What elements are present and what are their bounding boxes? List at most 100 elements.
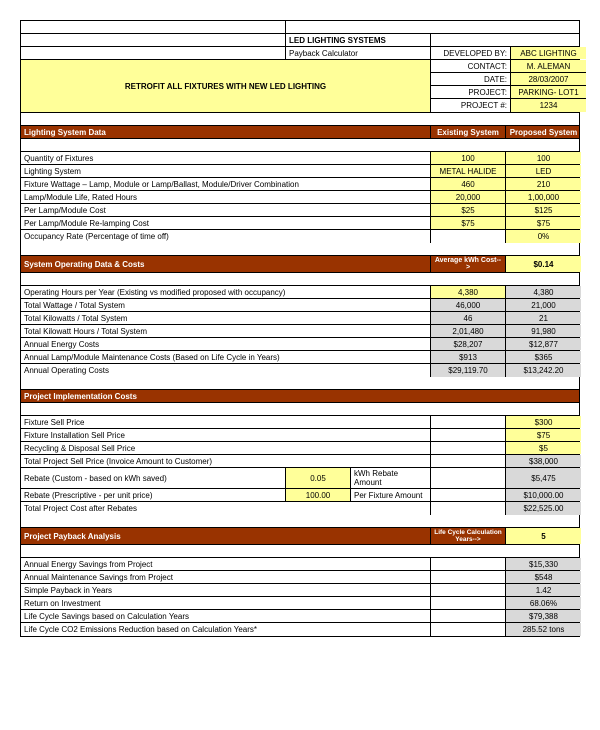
row-val1: [431, 230, 506, 243]
row-label: Annual Operating Costs: [21, 364, 431, 377]
data-row: Total Project Cost after Rebates$22,525.…: [21, 502, 579, 515]
data-row: Occupancy Rate (Percentage of time off) 0…: [21, 230, 579, 243]
header-row-title: LED LIGHTING SYSTEMS: [21, 34, 579, 47]
row-val2: 21,000: [506, 299, 581, 311]
project-label: PROJECT:: [431, 86, 511, 98]
data-row: Lamp/Module Life, Rated Hours20,0001,00,…: [21, 191, 579, 204]
row-midlabel: kWh Rebate Amount: [351, 468, 431, 488]
row-val2: $15,330: [506, 558, 581, 570]
row-val2: $5,475: [506, 468, 581, 488]
row-val2[interactable]: $75: [506, 429, 581, 441]
gap: [21, 545, 579, 558]
data-row: Per Lamp/Module Cost$25$125: [21, 204, 579, 217]
data-row: Annual Operating Costs$29,119.70$13,242.…: [21, 364, 579, 377]
section4-title: Project Payback Analysis: [21, 528, 431, 544]
data-row: Total Kilowatts / Total System4621: [21, 312, 579, 325]
row-val2[interactable]: 210: [506, 178, 581, 190]
data-row: Fixture Sell Price $300: [21, 416, 579, 429]
gap: [21, 515, 579, 528]
date-val[interactable]: 28/03/2007: [511, 73, 586, 85]
row-val2[interactable]: 100: [506, 152, 581, 164]
data-row: Annual Maintenance Savings from Project$…: [21, 571, 579, 584]
section1-col2: Proposed System: [506, 126, 581, 138]
row-val1[interactable]: $25: [431, 204, 506, 216]
row-val2[interactable]: 1,00,000: [506, 191, 581, 203]
section4-col1: Life Cycle Calculation Years-->: [431, 528, 506, 544]
row-label: Return on Investment: [21, 597, 431, 609]
row-label: Total Kilowatts / Total System: [21, 312, 431, 324]
data-row: Operating Hours per Year (Existing vs mo…: [21, 286, 579, 299]
row-val2[interactable]: 0%: [506, 230, 581, 243]
gap: [21, 273, 579, 286]
data-row: Rebate (Custom - based on kWh saved)0.05…: [21, 468, 579, 489]
row-label: Total Wattage / Total System: [21, 299, 431, 311]
row-val2: $38,000: [506, 455, 581, 467]
row-mid[interactable]: 0.05: [286, 468, 351, 488]
row-label: Rebate (Custom - based on kWh saved): [21, 468, 286, 488]
row-val2: $79,388: [506, 610, 581, 622]
data-row: Per Lamp/Module Re-lamping Cost$75$75: [21, 217, 579, 230]
row-val2: $12,877: [506, 338, 581, 350]
banner: RETROFIT ALL FIXTURES WITH NEW LED LIGHT…: [21, 60, 431, 112]
section2-col2[interactable]: $0.14: [506, 256, 581, 272]
dev-label: DEVELOPED BY:: [431, 47, 511, 59]
row-val2: 21: [506, 312, 581, 324]
section2-title: System Operating Data & Costs: [21, 256, 431, 272]
data-row: Life Cycle CO2 Emissions Reduction based…: [21, 623, 579, 636]
row-val1[interactable]: $75: [431, 217, 506, 229]
section3-header: Project Implementation Costs: [21, 390, 579, 403]
row-val2[interactable]: $75: [506, 217, 581, 229]
subtitle: Payback Calculator: [286, 47, 431, 59]
section4-col2[interactable]: 5: [506, 528, 581, 544]
data-row: Life Cycle Savings based on Calculation …: [21, 610, 579, 623]
gap: [21, 377, 579, 390]
row-val2: $13,242.20: [506, 364, 581, 377]
data-row: Recycling & Disposal Sell Price$5: [21, 442, 579, 455]
row-val2[interactable]: LED: [506, 165, 581, 177]
row-label: Quantity of Fixtures: [21, 152, 431, 164]
projectnum-val[interactable]: 1234: [511, 99, 586, 112]
data-row: Total Kilowatt Hours / Total System2,01,…: [21, 325, 579, 338]
data-row: Quantity of Fixtures100100: [21, 152, 579, 165]
row-label: Operating Hours per Year (Existing vs mo…: [21, 286, 431, 298]
row-label: Annual Energy Costs: [21, 338, 431, 350]
row-val1[interactable]: METAL HALIDE: [431, 165, 506, 177]
row-val2: 68.06%: [506, 597, 581, 609]
spreadsheet: LED LIGHTING SYSTEMS Payback Calculator …: [20, 20, 580, 637]
row-label: Total Project Cost after Rebates: [21, 502, 431, 515]
project-val[interactable]: PARKING- LOT1: [511, 86, 586, 98]
contact-label: CONTACT:: [431, 60, 511, 72]
row-val1: 46,000: [431, 299, 506, 311]
row-label: Total Project Sell Price (Invoice Amount…: [21, 455, 431, 467]
row-val2: 285.52 tons: [506, 623, 581, 636]
row-val2[interactable]: $125: [506, 204, 581, 216]
data-row: Simple Payback in Years1.42: [21, 584, 579, 597]
data-row: Fixture Wattage – Lamp, Module or Lamp/B…: [21, 178, 579, 191]
dev-val[interactable]: ABC LIGHTING: [511, 47, 586, 59]
contact-val[interactable]: M. ALEMAN: [511, 60, 586, 72]
data-row: Annual Lamp/Module Maintenance Costs (Ba…: [21, 351, 579, 364]
row-label: Annual Lamp/Module Maintenance Costs (Ba…: [21, 351, 431, 363]
row-val2: 4,380: [506, 286, 581, 298]
data-row: Annual Energy Costs$28,207$12,877: [21, 338, 579, 351]
data-row: Annual Energy Savings from Project$15,33…: [21, 558, 579, 571]
row-mid[interactable]: 100.00: [286, 489, 351, 501]
row-val1[interactable]: 460: [431, 178, 506, 190]
row-val2[interactable]: $5: [506, 442, 581, 454]
data-row: Total Wattage / Total System46,00021,000: [21, 299, 579, 312]
row-label: Occupancy Rate (Percentage of time off): [21, 230, 431, 243]
row-val2: 91,980: [506, 325, 581, 337]
section2-header: System Operating Data & Costs Average kW…: [21, 256, 579, 273]
row-val2[interactable]: $300: [506, 416, 581, 428]
row-label: Total Kilowatt Hours / Total System: [21, 325, 431, 337]
section1-title: Lighting System Data: [21, 126, 431, 138]
row-label: Annual Maintenance Savings from Project: [21, 571, 431, 583]
data-row: Lighting SystemMETAL HALIDELED: [21, 165, 579, 178]
row-label: Per Lamp/Module Re-lamping Cost: [21, 217, 431, 229]
row-val1: 4,380: [431, 286, 506, 298]
row-label: Fixture Sell Price: [21, 416, 431, 428]
row-val1[interactable]: 100: [431, 152, 506, 164]
row-val1: $29,119.70: [431, 364, 506, 377]
row-val1[interactable]: 20,000: [431, 191, 506, 203]
row-label: Lamp/Module Life, Rated Hours: [21, 191, 431, 203]
